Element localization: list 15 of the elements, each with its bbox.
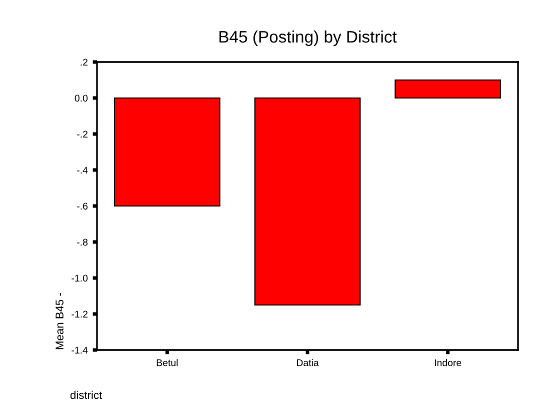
y-tick-label: 0.0 xyxy=(74,94,88,102)
y-tick-label: -.8 xyxy=(77,238,88,246)
chart-title: B45 (Posting) by District xyxy=(219,30,397,46)
x-tick-label: Indore xyxy=(434,359,462,366)
y-tick-label: -.6 xyxy=(77,202,88,210)
x-axis-title: district xyxy=(70,390,102,399)
x-tick-label: Datia xyxy=(296,359,319,366)
y-tick-label: -1.4 xyxy=(72,346,88,354)
y-tick-label: .2 xyxy=(80,58,88,66)
y-tick-label: -1.0 xyxy=(72,274,88,282)
y-tick-label: -.4 xyxy=(77,166,88,174)
y-axis-title: Mean B45 - xyxy=(56,293,64,350)
y-tick-label: -1.2 xyxy=(72,310,88,318)
y-tick-label: -.2 xyxy=(77,130,88,138)
x-tick-label: Betul xyxy=(156,359,178,366)
